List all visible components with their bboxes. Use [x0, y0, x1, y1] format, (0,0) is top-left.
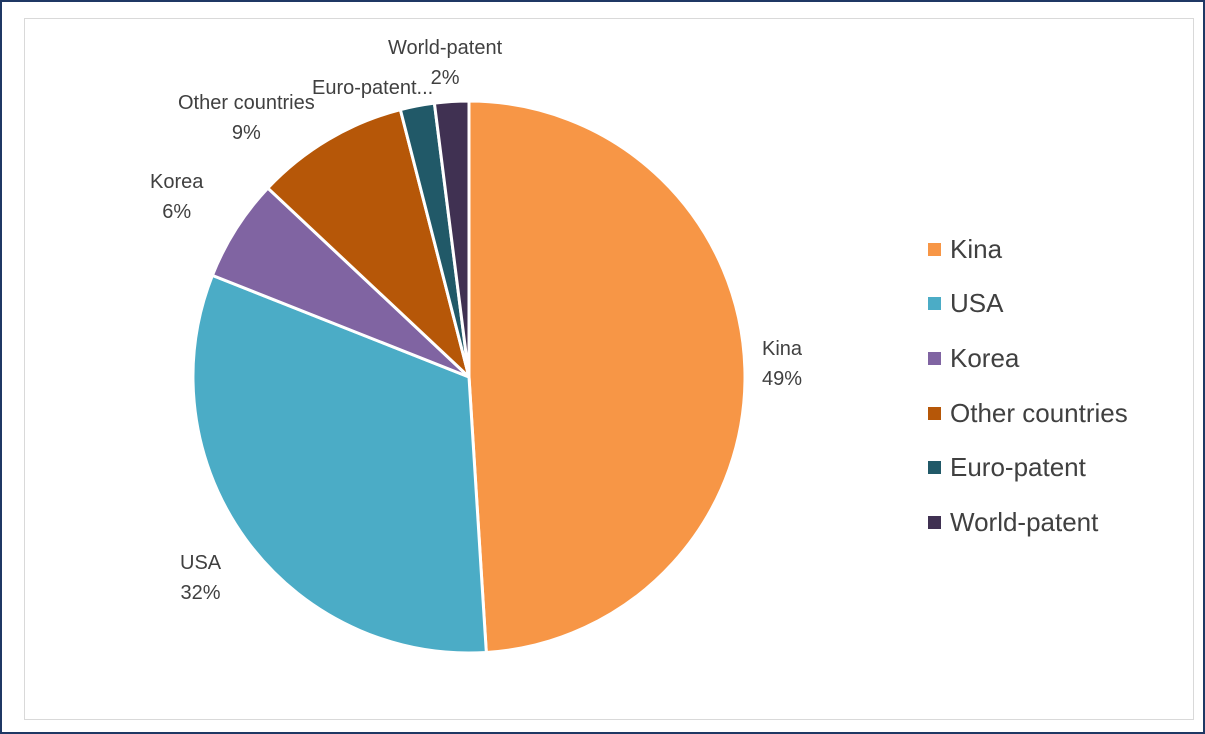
data-label-usa: USA 32%: [180, 548, 221, 608]
data-label-korea: Korea 6%: [150, 167, 203, 227]
legend-label-kina: Kina: [950, 233, 1003, 264]
data-label-world-patent: World-patent 2%: [388, 33, 502, 93]
chart-legend: Kina USA Korea Other countries Euro-pate…: [928, 222, 1188, 550]
data-label-kina-percent: 49%: [762, 368, 803, 390]
chart-area: [24, 18, 1194, 720]
pie-slice-world-patent: [432, 99, 471, 379]
data-label-euro-patent-name: Euro-patent...: [312, 77, 434, 99]
data-label-kina-name: Kina: [762, 338, 803, 360]
legend-item-usa: USA: [928, 277, 1188, 332]
legend-item-euro-patent: Euro-patent: [928, 440, 1188, 495]
legend-swatch-kina: [928, 242, 941, 256]
pie-slice-other-countries: [266, 108, 471, 379]
legend-swatch-euro-patent: [928, 461, 941, 475]
pie-slice-usa: [191, 273, 488, 655]
legend-swatch-usa: [928, 297, 941, 311]
data-label-korea-name: Korea: [150, 171, 204, 193]
data-label-world-patent-percent: 2%: [430, 67, 460, 89]
legend-label-other-countries: Other countries: [950, 397, 1128, 428]
legend-label-usa: USA: [950, 288, 1004, 319]
legend-swatch-korea: [928, 351, 941, 365]
legend-item-world-patent: World-patent: [928, 495, 1188, 550]
legend-item-kina: Kina: [928, 222, 1188, 277]
data-label-euro-patent: Euro-patent...: [312, 73, 433, 103]
data-label-usa-name: USA: [180, 552, 222, 574]
data-label-world-patent-name: World-patent: [388, 37, 503, 59]
legend-label-euro-patent: Euro-patent: [950, 452, 1086, 483]
data-label-kina: Kina 49%: [762, 334, 802, 394]
data-label-other-countries-percent: 9%: [231, 122, 261, 144]
legend-swatch-other-countries: [928, 406, 941, 420]
pie-slice-kina: [467, 99, 747, 654]
data-label-other-countries: Other countries 9%: [178, 88, 315, 148]
legend-label-korea: Korea: [950, 342, 1020, 373]
legend-swatch-world-patent: [928, 515, 941, 529]
legend-item-other-countries: Other countries: [928, 386, 1188, 441]
data-label-usa-percent: 32%: [180, 582, 221, 604]
data-label-other-countries-name: Other countries: [178, 92, 315, 114]
legend-label-world-patent: World-patent: [950, 506, 1099, 537]
data-label-korea-percent: 6%: [162, 201, 192, 223]
legend-item-korea: Korea: [928, 331, 1188, 386]
